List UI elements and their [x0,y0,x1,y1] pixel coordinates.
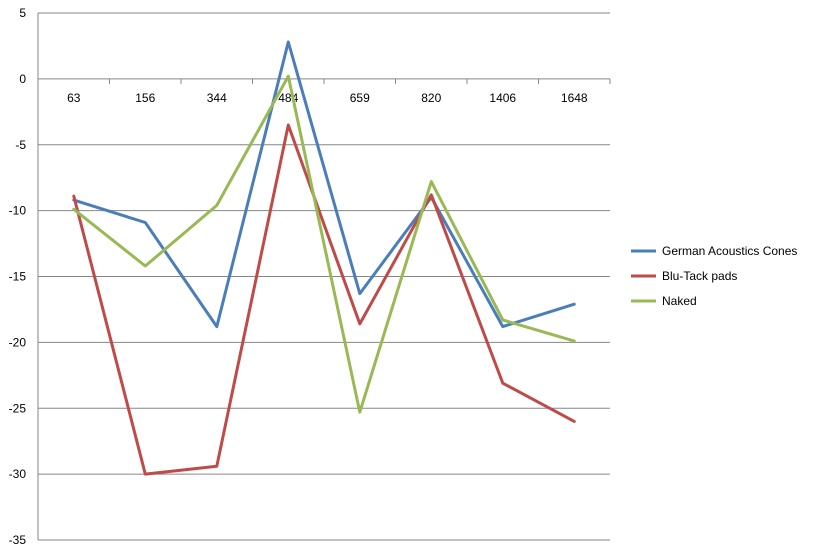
y-tick-label: -35 [9,533,27,547]
y-tick-label: -10 [9,204,27,218]
y-tick-label: -30 [9,467,27,481]
x-tick-label: 484 [278,91,298,105]
y-tick-label: -15 [9,270,27,284]
x-axis-labels: 63 156 344 484 659 820 1406 1648 [37,78,611,105]
y-tick-label: 5 [19,6,26,20]
gridlines [38,12,610,541]
y-tick-label: -5 [15,138,26,152]
legend: German Acoustics Cones Blu-Tack pads Naked [631,244,797,308]
x-tick-label: 659 [350,91,370,105]
series-line-0 [72,40,576,329]
x-tick-label: 156 [135,91,155,105]
x-tick-label: 1406 [489,91,516,105]
y-axis: 5 0 -5 -10 -15 -20 -25 -30 -35 [9,6,39,547]
legend-label: German Acoustics Cones [662,244,797,258]
y-tick-label: 0 [19,72,26,86]
y-tick-label: -25 [9,401,27,415]
x-tick-label: 820 [421,91,441,105]
x-tick-label: 63 [67,91,81,105]
series-line-2 [72,74,576,414]
x-tick-label: 344 [207,91,227,105]
legend-label: Blu-Tack pads [662,269,737,283]
x-tick-label: 1648 [561,91,588,105]
series-line-1 [72,123,576,476]
series-lines [72,40,576,476]
legend-label: Naked [662,294,697,308]
y-tick-label: -20 [9,335,27,349]
